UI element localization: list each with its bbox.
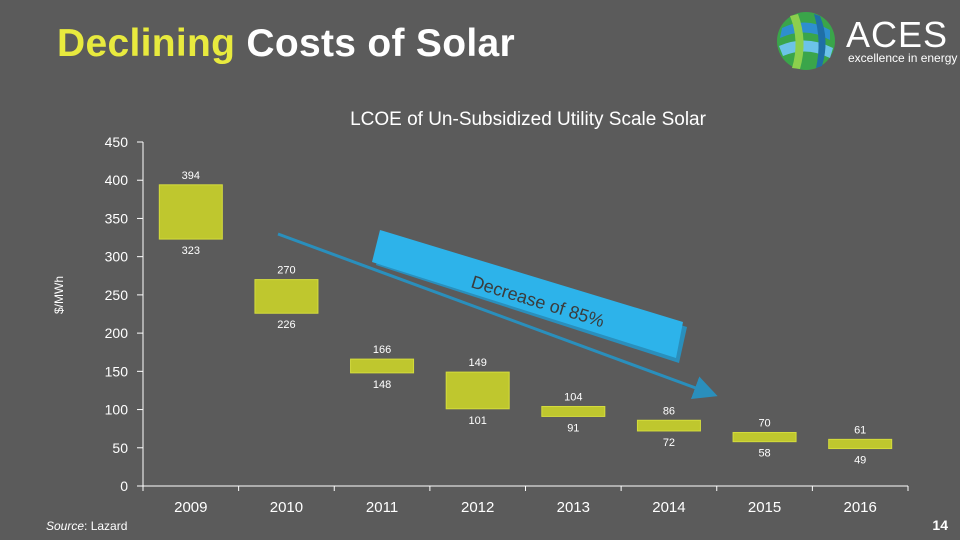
y-tick-label: 450	[105, 134, 129, 150]
range-bar	[254, 279, 319, 314]
range-bar	[732, 431, 797, 443]
low-value-label: 323	[182, 245, 200, 257]
low-value-label: 49	[854, 455, 866, 467]
y-tick-label: 350	[105, 210, 129, 226]
logo-tagline: excellence in energy	[848, 51, 958, 65]
range-bar	[828, 438, 893, 450]
y-tick-label: 150	[105, 363, 129, 379]
low-value-label: 91	[567, 422, 579, 434]
globe-icon	[777, 12, 835, 70]
low-value-label: 148	[373, 379, 391, 391]
y-tick-label: 300	[105, 249, 129, 265]
x-tick-label: 2013	[557, 499, 590, 516]
low-value-label: 101	[469, 415, 487, 427]
low-value-label: 226	[277, 319, 295, 331]
low-value-label: 58	[758, 448, 770, 460]
decrease-arrow-shape	[372, 230, 687, 363]
y-tick-label: 0	[120, 478, 128, 494]
y-tick-label: 250	[105, 287, 129, 303]
chart-title: LCOE of Un-Subsidized Utility Scale Sola…	[350, 109, 707, 130]
logo-brand: ACES	[846, 14, 949, 55]
x-tick-label: 2011	[366, 499, 398, 516]
y-tick-label: 50	[112, 440, 128, 456]
high-value-label: 149	[469, 357, 487, 369]
slide-title-rest: Costs of Solar	[235, 22, 515, 65]
high-value-label: 104	[564, 391, 582, 403]
range-bar	[445, 371, 510, 410]
slide-title-highlight: Declining	[57, 22, 236, 65]
range-bar	[541, 405, 606, 417]
range-bar	[158, 184, 223, 240]
x-tick-label: 2016	[844, 499, 877, 516]
high-value-label: 270	[277, 265, 295, 277]
x-tick-label: 2015	[748, 499, 781, 516]
high-value-label: 61	[854, 424, 866, 436]
x-tick-label: 2010	[270, 499, 303, 516]
high-value-label: 86	[663, 405, 675, 417]
trend-arrow-line	[277, 232, 718, 400]
high-value-label: 70	[758, 417, 770, 429]
y-tick-label: 200	[105, 325, 129, 341]
x-tick-label: 2012	[461, 499, 494, 516]
decrease-annotation: Decrease of 85%	[372, 230, 687, 363]
slide-title: Declining Costs of Solar	[57, 22, 515, 66]
range-bar	[350, 358, 415, 374]
low-value-label: 72	[663, 437, 675, 449]
y-axis-label: $/MWh	[52, 276, 66, 314]
high-value-label: 394	[182, 170, 200, 182]
source-note: Source: Lazard	[46, 519, 127, 533]
y-tick-label: 100	[105, 402, 129, 418]
range-bar	[636, 419, 701, 432]
page-number: 14	[932, 517, 948, 533]
x-tick-label: 2009	[174, 499, 207, 516]
y-tick-label: 400	[105, 172, 129, 188]
source-value: : Lazard	[84, 519, 128, 533]
aces-logo	[770, 6, 955, 76]
source-label: Source	[46, 519, 85, 533]
x-tick-label: 2014	[652, 499, 685, 516]
high-value-label: 166	[373, 344, 391, 356]
